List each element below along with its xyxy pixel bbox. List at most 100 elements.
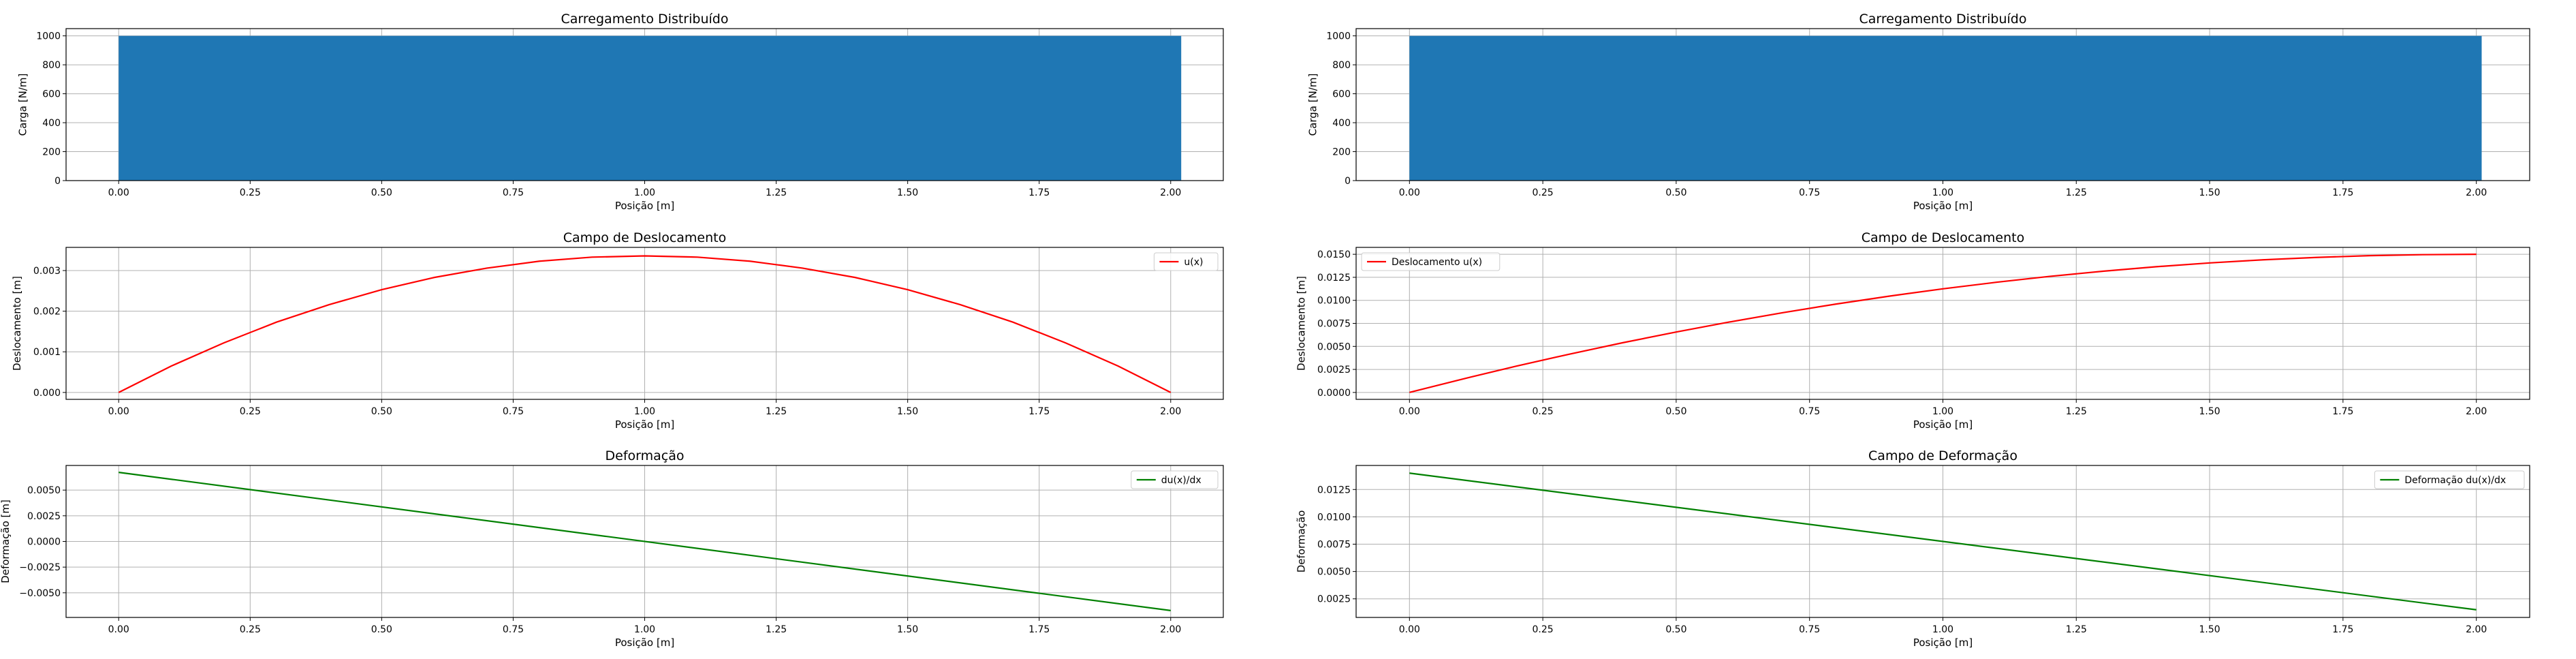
x-tick-label: 1.75 — [1028, 187, 1050, 198]
x-tick-label: 1.00 — [634, 187, 655, 198]
legend-label: Deformação du(x)/dx — [2404, 475, 2506, 486]
y-tick-label: 800 — [42, 60, 61, 71]
x-tick-label: 0.50 — [1665, 406, 1686, 417]
x-tick-label: 0.00 — [108, 624, 129, 635]
x-axis-label: Posição [m] — [1913, 418, 1973, 431]
x-tick-label: 0.00 — [1399, 624, 1420, 635]
chart-left-top: 0.00 0.25 0.50 0.75 1.00 1.25 1.50 1.75 2.00 0 200… — [17, 12, 1224, 212]
x-tick-label: 2.00 — [2466, 406, 2487, 417]
y-tick-label: 0.0075 — [1317, 319, 1351, 330]
x-tick-label: 2.00 — [2466, 187, 2487, 198]
y-tick-label: 0.0125 — [1317, 485, 1351, 495]
chart-right-mid: 0.00 0.25 0.50 0.75 1.00 1.25 1.50 1.75 2.00 0.00… — [1295, 230, 2530, 431]
distributed-load-bar — [1409, 35, 2482, 181]
x-tick-label: 1.50 — [897, 406, 918, 417]
y-tick-label: 0.0100 — [1317, 512, 1351, 523]
series-line-0 — [119, 472, 1171, 611]
x-tick-label: 1.75 — [2332, 187, 2353, 198]
chart-title: Deformação — [606, 448, 685, 463]
x-axis-label: Posição [m] — [615, 200, 674, 212]
chart-title: Carregamento Distribuído — [1859, 12, 2027, 27]
x-tick-label: 0.25 — [1533, 406, 1554, 417]
legend: Deformação du(x)/dx — [2374, 470, 2525, 489]
y-tick-label: 0.001 — [33, 347, 61, 358]
x-tick-label: 1.50 — [897, 624, 918, 635]
x-tick-label: 2.00 — [2466, 624, 2487, 635]
x-tick-label: 0.00 — [108, 406, 129, 417]
y-tick-label: −0.0025 — [19, 562, 61, 573]
legend-box — [1361, 252, 1501, 271]
x-tick-label: 1.00 — [634, 406, 655, 417]
y-tick-label: 0.0075 — [1317, 540, 1351, 551]
x-tick-label: 0.75 — [1799, 187, 1820, 198]
x-tick-label: 1.50 — [897, 187, 918, 198]
y-tick-label: 0.003 — [33, 266, 61, 277]
x-tick-label: 2.00 — [1160, 624, 1181, 635]
chart-title: Campo de Deslocamento — [563, 230, 726, 245]
legend-label: Deslocamento u(x) — [1392, 257, 1482, 268]
y-tick-label: 600 — [42, 89, 61, 100]
x-tick-label: 1.75 — [1028, 624, 1050, 635]
legend-box — [1153, 252, 1219, 271]
x-axis-label: Posição [m] — [615, 637, 674, 649]
x-tick-label: 0.75 — [503, 624, 524, 635]
x-tick-label: 1.00 — [1932, 406, 1953, 417]
x-tick-label: 0.50 — [371, 624, 392, 635]
y-tick-label: 800 — [1332, 60, 1351, 71]
y-axis-label: Carga [N/m] — [1307, 74, 1319, 136]
x-tick-label: 0.25 — [240, 624, 261, 635]
y-tick-label: −0.0050 — [19, 588, 61, 599]
x-tick-label: 0.75 — [503, 187, 524, 198]
x-axis-label: Posição [m] — [615, 418, 674, 431]
x-tick-label: 1.25 — [766, 187, 787, 198]
x-tick-label: 0.50 — [371, 406, 392, 417]
chart-right-top: 0.00 0.25 0.50 0.75 1.00 1.25 1.50 1.75 2.00 0 200… — [1307, 12, 2530, 212]
x-tick-label: 1.50 — [2199, 406, 2220, 417]
chart-left-mid: 0.00 0.25 0.50 0.75 1.00 1.25 1.50 1.75 2.00 0.00… — [11, 230, 1224, 431]
y-tick-label: 600 — [1332, 89, 1351, 100]
y-tick-label: 0.0125 — [1317, 273, 1351, 283]
legend-box — [2374, 470, 2525, 489]
series-line-0 — [1409, 254, 2477, 393]
x-tick-label: 1.50 — [2199, 187, 2220, 198]
y-tick-label: 1000 — [36, 31, 61, 42]
x-tick-label: 1.25 — [766, 406, 787, 417]
x-tick-label: 0.00 — [108, 187, 129, 198]
x-tick-label: 1.25 — [766, 624, 787, 635]
x-tick-label: 1.00 — [1932, 187, 1953, 198]
y-tick-label: 400 — [1332, 118, 1351, 129]
chart-title: Carregamento Distribuído — [561, 12, 729, 27]
x-axis-label: Posição [m] — [1913, 200, 1973, 212]
y-axis-label: Deformação [m] — [0, 500, 12, 583]
x-tick-label: 2.00 — [1160, 187, 1181, 198]
distributed-load-bar — [119, 35, 1182, 181]
chart-left-bottom: 0.00 0.25 0.50 0.75 1.00 1.25 1.50 1.75 2.00 −0.0… — [0, 448, 1224, 649]
series-line-0 — [118, 255, 1172, 393]
y-tick-label: 0.0050 — [27, 485, 61, 496]
y-tick-label: 200 — [1332, 147, 1351, 158]
x-tick-label: 0.25 — [1533, 187, 1554, 198]
x-tick-label: 1.25 — [2066, 624, 2087, 635]
y-tick-label: 0.0000 — [27, 537, 61, 548]
y-tick-label: 0.0025 — [1317, 594, 1351, 605]
x-tick-label: 0.75 — [1799, 624, 1820, 635]
x-tick-label: 1.75 — [2332, 406, 2353, 417]
x-tick-label: 1.25 — [2066, 187, 2087, 198]
x-tick-label: 1.00 — [634, 624, 655, 635]
y-axis-label: Carga [N/m] — [17, 74, 29, 136]
y-axis-label: Deslocamento [m] — [1295, 276, 1307, 371]
y-tick-label: 0 — [1345, 176, 1351, 187]
y-tick-label: 200 — [42, 147, 61, 158]
x-tick-label: 1.50 — [2199, 624, 2220, 635]
y-tick-label: 0.0050 — [1317, 567, 1351, 578]
x-tick-label: 0.50 — [1665, 187, 1686, 198]
y-tick-label: 0.0100 — [1317, 296, 1351, 307]
legend: Deslocamento u(x) — [1361, 252, 1501, 271]
series-line-0 — [1409, 472, 2477, 611]
y-tick-label: 400 — [42, 118, 61, 129]
y-tick-label: 0.0025 — [27, 511, 61, 522]
x-tick-label: 0.00 — [1399, 187, 1420, 198]
y-axis-label: Deformação — [1295, 510, 1307, 573]
x-tick-label: 1.25 — [2066, 406, 2087, 417]
